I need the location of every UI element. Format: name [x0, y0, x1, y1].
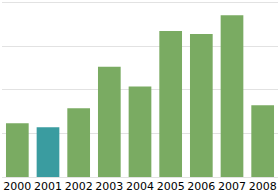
svg-text:2000: 2000 [3, 180, 31, 193]
svg-text:2007: 2007 [218, 180, 246, 193]
svg-text:2001: 2001 [34, 180, 62, 193]
svg-text:2003: 2003 [95, 180, 123, 193]
svg-text:2008: 2008 [249, 180, 277, 193]
svg-text:2002: 2002 [65, 180, 93, 193]
svg-text:2004: 2004 [126, 180, 154, 193]
svg-text:2006: 2006 [187, 180, 215, 193]
svg-text:2005: 2005 [157, 180, 185, 193]
